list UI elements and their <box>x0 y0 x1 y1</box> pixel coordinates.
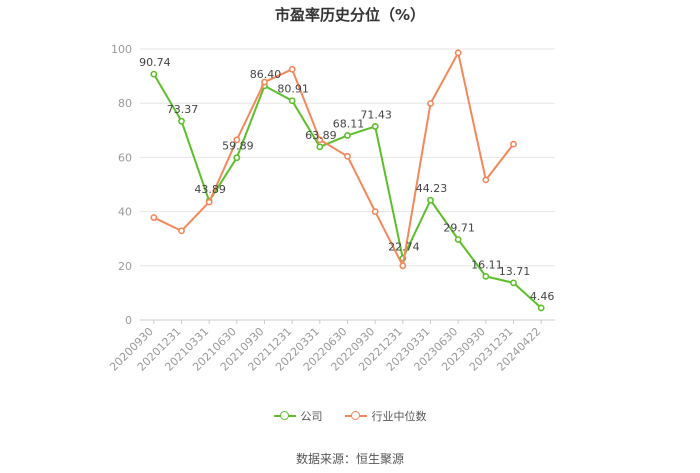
data-labels: 90.74 73.37 43.89 59.89 86.40 80.91 63.8968.11… <box>139 56 554 303</box>
industry-point <box>510 140 517 148</box>
y-tick-label: 80 <box>118 97 132 110</box>
company-point <box>537 304 545 312</box>
data-label: 90.74 <box>139 56 171 69</box>
industry-point <box>399 262 407 270</box>
data-label: 43.89 <box>194 183 226 196</box>
legend-swatch-industry <box>344 411 367 421</box>
data-label: 63.89 <box>305 129 337 142</box>
y-tick-label: 0 <box>125 314 132 327</box>
company-point <box>316 143 324 151</box>
data-label: 16.11 <box>471 258 503 271</box>
y-tick-label: 20 <box>118 260 132 273</box>
industry-point <box>205 198 213 206</box>
industry-point <box>482 176 490 184</box>
industry-point <box>371 208 379 215</box>
company-point <box>371 123 379 130</box>
company-point <box>482 272 490 280</box>
company-point <box>454 236 462 243</box>
legend-item-company[interactable]: 公司 <box>273 408 323 424</box>
legend-label-company: 公司 <box>300 410 323 423</box>
axes: 0204060801002020093020201231202103312021… <box>107 43 543 374</box>
industry-point <box>344 152 351 160</box>
legend-label-industry: 行业中位数 <box>371 410 427 423</box>
industry-point <box>316 136 324 144</box>
industry-point <box>150 214 158 221</box>
data-label: 29.71 <box>443 221 475 234</box>
industry-point <box>288 65 296 73</box>
company-point <box>233 154 241 162</box>
company-point <box>427 196 434 204</box>
company-point <box>510 279 517 287</box>
y-tick-label: 60 <box>118 151 132 164</box>
industry-point <box>178 227 185 235</box>
industry-point <box>454 49 462 57</box>
y-tick-label: 100 <box>111 43 132 56</box>
legend: 公司 行业中位数 <box>0 408 700 424</box>
industry-point <box>233 136 241 144</box>
data-label: 73.37 <box>167 103 199 116</box>
data-label: 22.74 <box>388 240 420 253</box>
data-label: 13.71 <box>499 265 531 278</box>
company-point <box>150 70 158 78</box>
chart-title: 市盈率历史分位（%） <box>274 6 426 24</box>
series <box>150 49 545 312</box>
company-point <box>288 97 296 105</box>
data-label: 71.43 <box>360 108 392 121</box>
data-label: 44.23 <box>416 182 448 195</box>
company-point <box>344 132 351 139</box>
y-tick-label: 40 <box>118 206 132 219</box>
source-note: 数据来源：恒生聚源 <box>295 452 404 466</box>
data-label: 80.91 <box>277 83 309 96</box>
series-line-industry <box>153 51 515 267</box>
legend-swatch-company <box>273 411 296 421</box>
industry-point <box>261 78 268 86</box>
data-label: 68.11 <box>333 117 365 130</box>
data-label: 59.89 <box>222 140 254 153</box>
data-label: 4.46 <box>530 290 555 303</box>
industry-point <box>427 100 434 107</box>
legend-item-industry[interactable]: 行业中位数 <box>344 408 427 424</box>
data-label: 86.40 <box>250 68 282 81</box>
company-point <box>178 117 185 125</box>
